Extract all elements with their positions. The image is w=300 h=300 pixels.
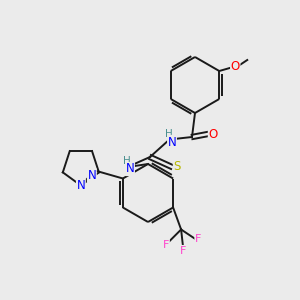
Text: O: O bbox=[208, 128, 217, 140]
Text: N: N bbox=[126, 163, 134, 176]
Text: N: N bbox=[168, 136, 176, 148]
Text: N: N bbox=[76, 179, 85, 192]
Text: O: O bbox=[231, 61, 240, 74]
Text: F: F bbox=[180, 245, 186, 256]
Text: H: H bbox=[165, 129, 173, 139]
Text: N: N bbox=[88, 169, 96, 182]
Text: S: S bbox=[173, 160, 181, 173]
Text: F: F bbox=[195, 235, 201, 244]
Text: F: F bbox=[163, 239, 169, 250]
Text: H: H bbox=[123, 156, 131, 166]
